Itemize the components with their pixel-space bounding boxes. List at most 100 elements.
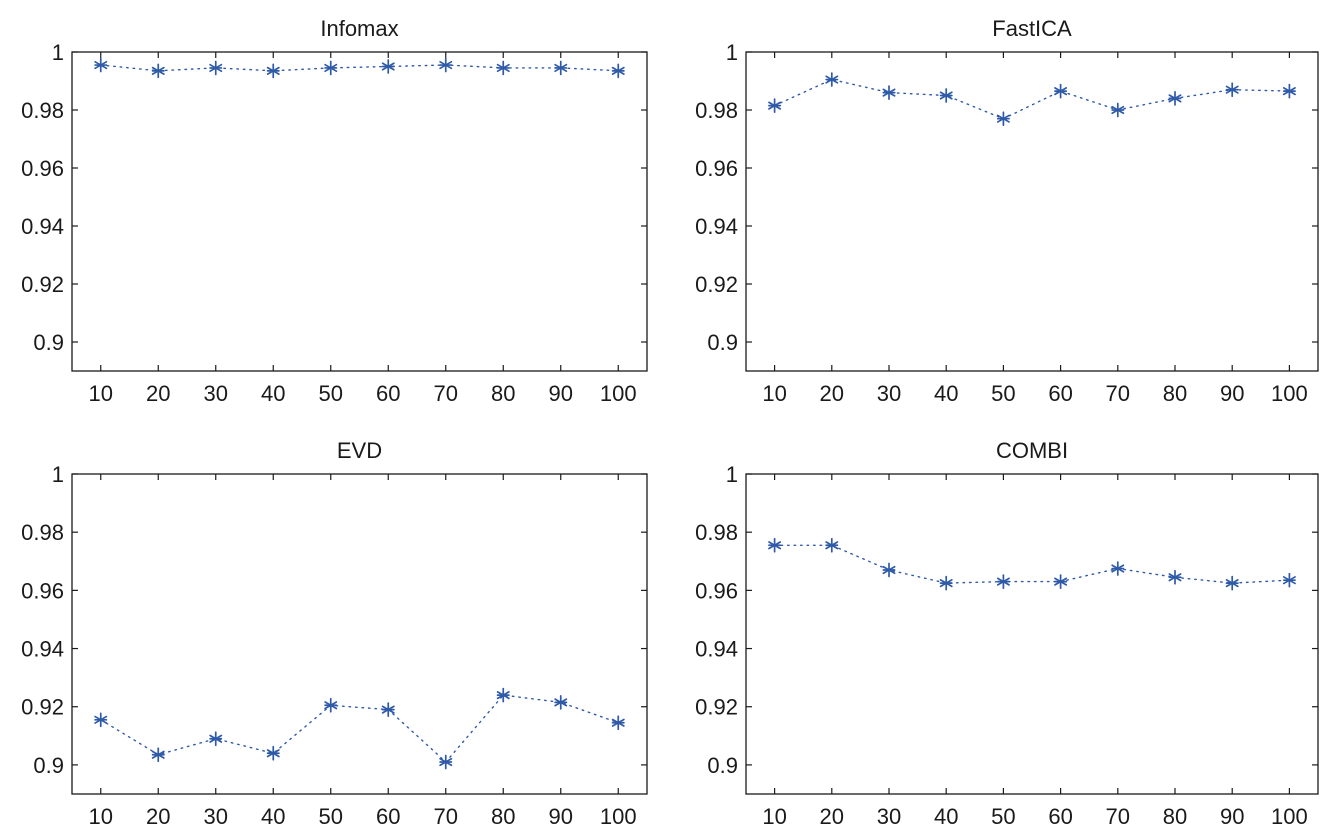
x-tick-label: 80 xyxy=(1163,804,1187,825)
data-point xyxy=(94,57,108,73)
x-tick-label: 20 xyxy=(146,804,170,825)
y-tick-label: 0.98 xyxy=(21,520,64,545)
data-point xyxy=(554,695,568,710)
y-tick-label: 1 xyxy=(52,40,64,65)
data-point xyxy=(1282,83,1296,99)
data-point xyxy=(439,754,453,770)
y-tick-label: 0.92 xyxy=(695,695,738,720)
data-point xyxy=(939,88,953,103)
x-tick-label: 70 xyxy=(1106,381,1130,406)
x-tick-label: 70 xyxy=(434,804,458,825)
data-point xyxy=(611,63,625,79)
y-tick-label: 1 xyxy=(52,462,64,487)
y-tick-label: 0.96 xyxy=(21,578,64,603)
x-tick-label: 100 xyxy=(1271,381,1308,406)
x-tick-label: 10 xyxy=(89,804,113,825)
x-tick-label: 50 xyxy=(319,381,343,406)
data-point xyxy=(882,562,896,578)
y-tick-label: 0.96 xyxy=(695,156,738,181)
x-tick-label: 10 xyxy=(89,381,113,406)
data-point xyxy=(1168,91,1182,106)
x-tick-label: 80 xyxy=(1163,381,1187,406)
x-tick-label: 40 xyxy=(934,804,958,825)
data-point xyxy=(1282,572,1296,588)
x-tick-label: 50 xyxy=(991,804,1015,825)
x-tick-label: 90 xyxy=(549,381,573,406)
x-tick-label: 50 xyxy=(991,381,1015,406)
y-tick-label: 0.9 xyxy=(707,753,738,778)
x-tick-label: 30 xyxy=(204,804,228,825)
axes-box xyxy=(745,51,1319,372)
y-tick-label: 0.94 xyxy=(695,637,738,662)
y-tick-label: 0.92 xyxy=(695,272,738,297)
subplot-1: Infomax 10 20 30 40 50 60 70 80 90 100 0.9 0.92 0.94 0… xyxy=(21,16,648,406)
data-point xyxy=(381,59,395,74)
x-tick-label: 70 xyxy=(434,381,458,406)
y-tick-label: 0.96 xyxy=(21,156,64,181)
data-point xyxy=(768,98,782,114)
subplot-4: COMBI 10 20 30 40 50 60 70 80 90 100 0.9 0.92 0.94 0.9… xyxy=(695,438,1319,825)
data-point xyxy=(94,712,108,728)
series-line xyxy=(100,64,619,72)
x-tick-label: 20 xyxy=(820,381,844,406)
y-tick-label: 0.94 xyxy=(21,637,64,662)
series-line xyxy=(773,78,1291,120)
axes-box xyxy=(745,473,1319,795)
data-point xyxy=(1054,83,1068,99)
y-tick-label: 0.94 xyxy=(21,214,64,239)
data-point xyxy=(768,537,782,553)
plot-title: COMBI xyxy=(996,438,1068,463)
y-tick-label: 1 xyxy=(726,40,738,65)
x-tick-label: 30 xyxy=(204,381,228,406)
data-point xyxy=(882,85,896,100)
data-point xyxy=(1054,574,1068,589)
plot-title: Infomax xyxy=(320,16,398,41)
x-tick-label: 70 xyxy=(1106,804,1130,825)
y-tick-label: 0.9 xyxy=(33,330,64,355)
data-point xyxy=(1111,102,1125,118)
y-tick-label: 0.92 xyxy=(21,695,64,720)
y-tick-label: 0.9 xyxy=(707,330,738,355)
y-tick-label: 0.98 xyxy=(695,520,738,545)
axes-box xyxy=(71,51,648,372)
data-point xyxy=(939,575,953,591)
data-point xyxy=(151,747,165,763)
x-tick-label: 10 xyxy=(762,381,786,406)
data-point xyxy=(439,57,453,73)
x-tick-label: 50 xyxy=(319,804,343,825)
x-tick-label: 100 xyxy=(600,804,637,825)
x-tick-label: 60 xyxy=(1048,381,1072,406)
x-tick-label: 80 xyxy=(491,804,515,825)
x-tick-label: 40 xyxy=(261,804,285,825)
y-tick-label: 0.9 xyxy=(33,753,64,778)
data-point xyxy=(381,702,395,717)
subplot-2: FastICA 10 20 30 40 50 60 70 80 90 100 0.9 0.92 0.94 0… xyxy=(695,16,1319,406)
data-point xyxy=(324,697,338,713)
axes-box xyxy=(71,473,648,795)
data-point xyxy=(209,731,223,747)
data-point xyxy=(1225,82,1239,98)
x-tick-label: 90 xyxy=(1220,381,1244,406)
data-point xyxy=(996,111,1010,127)
data-point xyxy=(996,574,1010,589)
x-tick-label: 40 xyxy=(934,381,958,406)
x-tick-label: 60 xyxy=(1048,804,1072,825)
x-tick-label: 30 xyxy=(877,804,901,825)
data-point xyxy=(151,63,165,79)
x-tick-label: 100 xyxy=(1271,804,1308,825)
y-tick-label: 0.98 xyxy=(695,98,738,123)
data-point xyxy=(324,60,338,76)
y-tick-label: 0.94 xyxy=(695,214,738,239)
data-point xyxy=(611,715,625,731)
data-point xyxy=(1111,561,1125,576)
x-tick-label: 30 xyxy=(877,381,901,406)
x-tick-label: 100 xyxy=(600,381,637,406)
data-point xyxy=(554,60,568,76)
series-line xyxy=(100,694,619,764)
data-point xyxy=(496,687,510,703)
x-tick-label: 20 xyxy=(820,804,844,825)
y-tick-label: 0.92 xyxy=(21,272,64,297)
data-point xyxy=(1168,569,1182,585)
plot-title: FastICA xyxy=(992,16,1072,41)
